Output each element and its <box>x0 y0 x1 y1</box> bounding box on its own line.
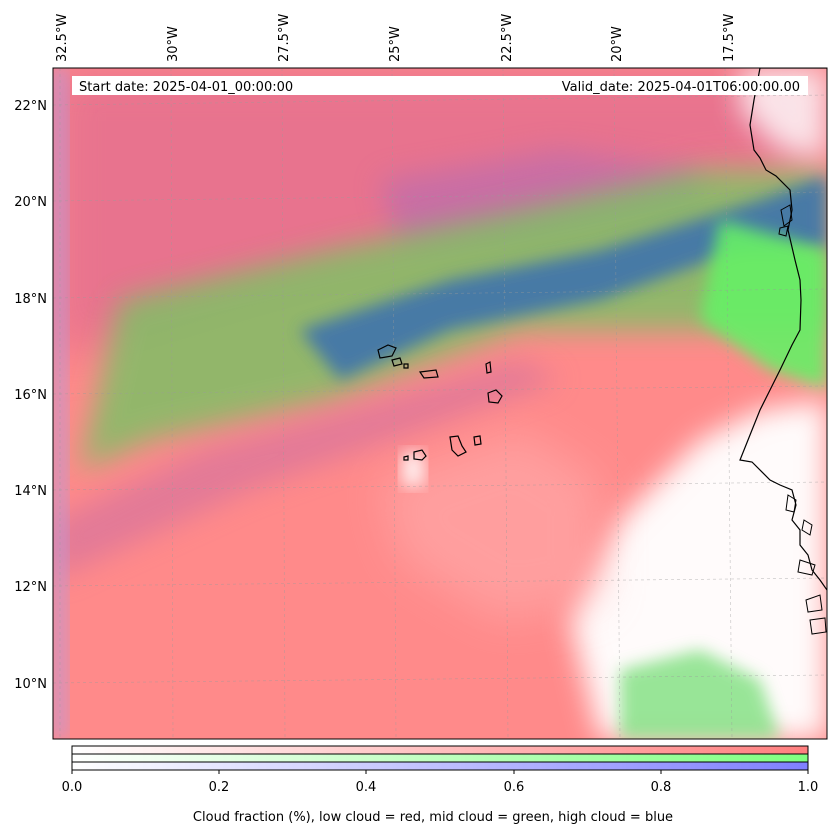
cape-verde-islands <box>377 344 503 461</box>
lat-label: 14°N <box>14 484 47 499</box>
lat-label: 22°N <box>14 99 47 114</box>
longitude-labels: 32.5°W 30°W 27.5°W 25°W 22.5°W 20°W 17.5… <box>55 14 737 62</box>
valid-date-label: Valid_date: 2025-04-01T06:00:00.00 <box>562 80 800 95</box>
lat-label: 12°N <box>14 580 47 595</box>
lon-label: 32.5°W <box>55 14 70 62</box>
lat-label: 10°N <box>14 677 47 692</box>
cloud-field <box>53 68 827 739</box>
mid-cloud-south <box>620 650 780 739</box>
coastline-detail <box>785 494 827 635</box>
colorbar-low <box>71 745 809 755</box>
colorbar: 0.0 0.2 0.4 0.6 0.8 1.0 Cloud fraction (… <box>62 745 819 825</box>
colorbar-caption: Cloud fraction (%), low cloud = red, mid… <box>193 810 673 825</box>
colorbar-tick: 1.0 <box>798 780 819 795</box>
lon-label: 20°W <box>610 26 625 62</box>
lon-label: 17.5°W <box>722 14 737 62</box>
map-frame <box>52 67 828 740</box>
lat-label: 16°N <box>14 388 47 403</box>
lat-label: 18°N <box>14 292 47 307</box>
africa-coastline <box>739 68 827 591</box>
colorbar-tick: 0.0 <box>62 780 83 795</box>
lon-label: 30°W <box>166 26 181 62</box>
mixed-cloud-lower <box>53 360 560 580</box>
clear-sky-region <box>570 400 827 739</box>
colorbar-tick: 0.6 <box>504 780 525 795</box>
colorbar-tick: 0.4 <box>356 780 377 795</box>
lon-label: 22.5°W <box>500 14 515 62</box>
coastal-islands <box>778 204 793 237</box>
high-cloud-core <box>300 175 827 380</box>
lon-label: 27.5°W <box>277 14 292 62</box>
graticule <box>53 68 827 739</box>
date-banner <box>72 76 808 95</box>
colorbar-tick: 0.8 <box>651 780 672 795</box>
lon-label: 25°W <box>388 26 403 62</box>
high-cloud-edge-left <box>53 68 67 739</box>
colorbar-mid <box>71 753 809 763</box>
latitude-labels: 22°N 20°N 18°N 16°N 14°N 12°N 10°N <box>14 99 47 692</box>
colorbar-high <box>71 761 809 771</box>
colorbar-tick: 0.2 <box>209 780 230 795</box>
lat-label: 20°N <box>14 195 47 210</box>
start-date-label: Start date: 2025-04-01_00:00:00 <box>79 80 293 95</box>
low-cloud-light <box>380 430 600 620</box>
